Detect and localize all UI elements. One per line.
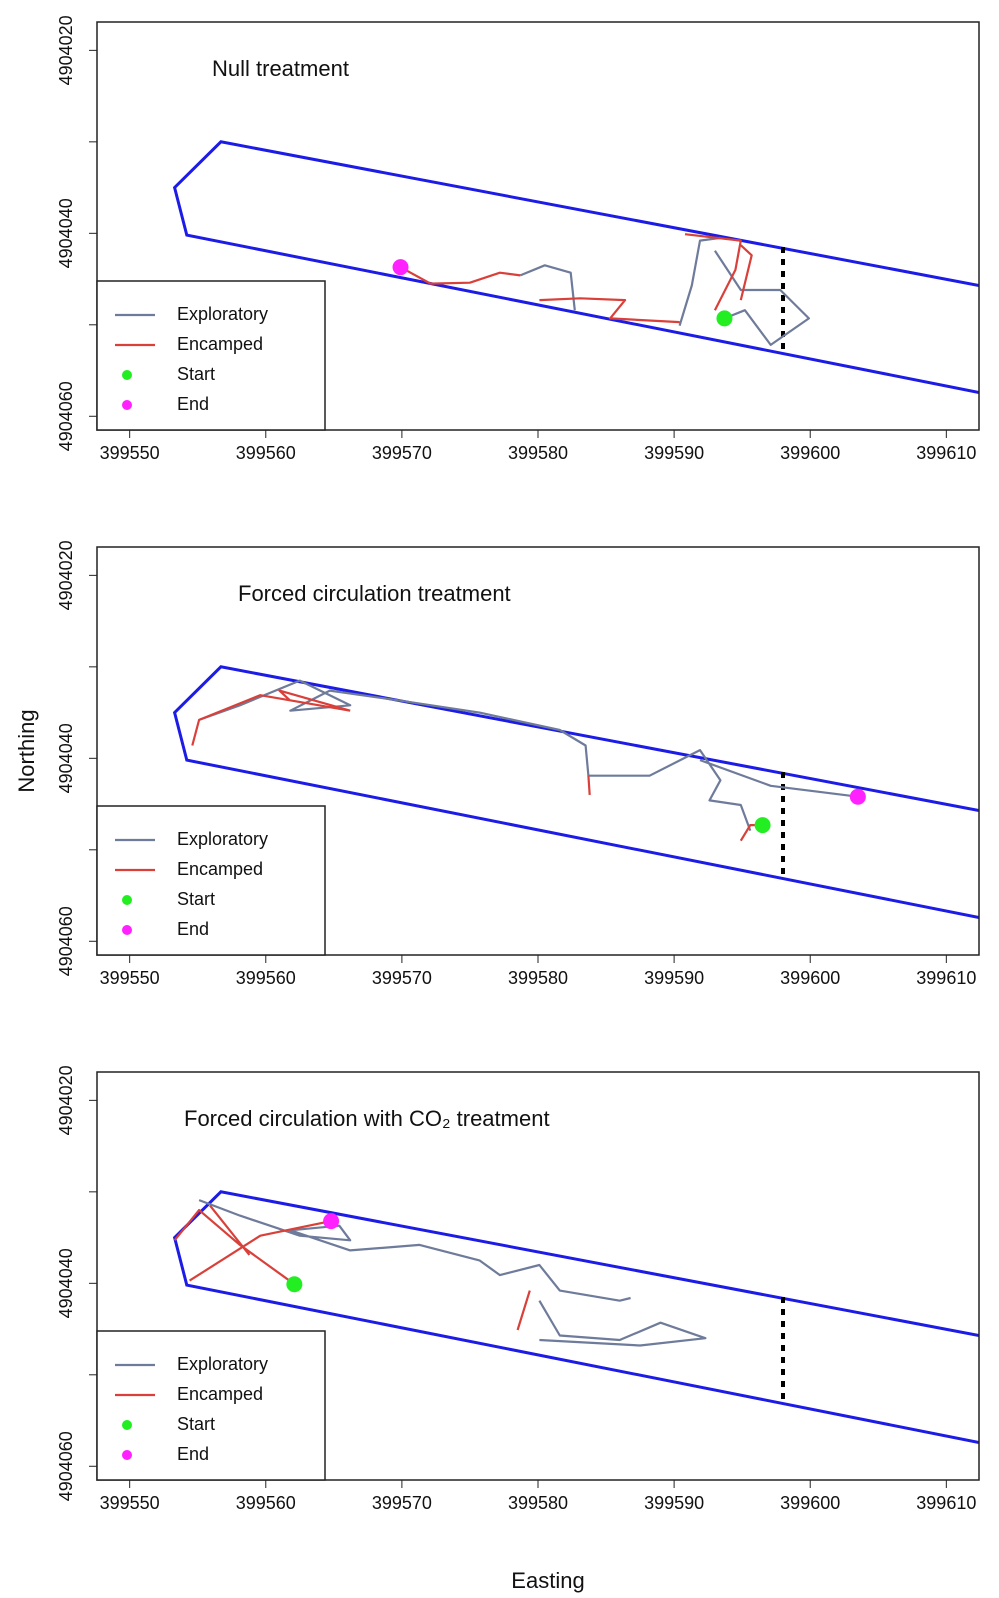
legend-label: Encamped: [177, 1384, 263, 1404]
panel: 399550 399560 399570 399580 399590 399600 3996…: [14, 540, 980, 988]
plot-area: [172, 1190, 979, 1444]
x-tick-label: 399610: [916, 968, 976, 988]
legend-label: Start: [177, 889, 215, 909]
x-tick-label: 399550: [100, 968, 160, 988]
y-axis-title: Northing: [14, 709, 39, 792]
x-tick-label: 399610: [916, 443, 976, 463]
x-tick-label: 399600: [780, 443, 840, 463]
legend-label: Encamped: [177, 334, 263, 354]
track-point: [286, 1276, 303, 1293]
legend-label: Start: [177, 364, 215, 384]
y-tick-label: 4904020: [56, 15, 76, 85]
x-tick-label: 399600: [780, 968, 840, 988]
x-tick-label: 399590: [644, 443, 704, 463]
tank-boundary: [172, 665, 979, 919]
plot-area: [172, 665, 979, 919]
x-tick-label: 399580: [508, 968, 568, 988]
legend-label: Start: [177, 1414, 215, 1434]
track: [173, 1204, 531, 1331]
y-tick-label: 4904040: [56, 723, 76, 793]
tank-boundary: [172, 140, 979, 394]
x-tick-label: 399550: [100, 1493, 160, 1513]
legend-swatch: [122, 370, 132, 380]
x-tick-label: 399560: [236, 443, 296, 463]
legend-label: Exploratory: [177, 829, 268, 849]
track-point: [323, 1213, 340, 1230]
track: [191, 689, 763, 842]
legend-swatch: [122, 1450, 132, 1460]
legend-box: [96, 280, 326, 431]
track: [399, 233, 753, 324]
panel: 399550 399560 399570 399580 399590 399600 3996…: [56, 1065, 980, 1593]
y-tick-label: 4904060: [56, 381, 76, 451]
tank-boundary: [172, 1190, 979, 1444]
legend-label: End: [177, 394, 209, 414]
legend-label: Exploratory: [177, 1354, 268, 1374]
plot-frame: [96, 546, 980, 956]
legend-swatch: [122, 895, 132, 905]
legend-label: End: [177, 1444, 209, 1464]
x-tick-label: 399580: [508, 443, 568, 463]
track-point: [716, 310, 733, 327]
x-tick-label: 399560: [236, 968, 296, 988]
x-tick-label: 399590: [644, 1493, 704, 1513]
legend-label: Exploratory: [177, 304, 268, 324]
panel: 399550 399560 399570 399580 399590 399600 3996…: [56, 15, 980, 463]
x-tick-label: 399550: [100, 443, 160, 463]
track-point: [849, 788, 866, 805]
x-tick-label: 399610: [916, 1493, 976, 1513]
chart-title: Forced circulation treatment: [238, 581, 511, 606]
y-tick-label: 4904020: [56, 540, 76, 610]
track: [198, 679, 859, 831]
chart-title: Null treatment: [212, 56, 349, 81]
track-point: [392, 259, 409, 276]
legend-box: [96, 805, 326, 956]
x-tick-label: 399580: [508, 1493, 568, 1513]
legend-label: Encamped: [177, 859, 263, 879]
x-tick-label: 399600: [780, 1493, 840, 1513]
legend-box: [96, 1330, 326, 1481]
plot-frame: [96, 21, 980, 431]
chart-title: Forced circulation with CO₂ treatment: [184, 1106, 550, 1131]
plot-area: [172, 140, 979, 394]
x-tick-label: 399590: [644, 968, 704, 988]
y-tick-label: 4904020: [56, 1065, 76, 1135]
track: [198, 1199, 707, 1347]
y-tick-label: 4904040: [56, 198, 76, 268]
x-tick-label: 399570: [372, 1493, 432, 1513]
legend-swatch: [122, 400, 132, 410]
x-tick-label: 399570: [372, 443, 432, 463]
legend-swatch: [122, 1420, 132, 1430]
y-tick-label: 4904040: [56, 1248, 76, 1318]
legend-label: End: [177, 919, 209, 939]
y-tick-label: 4904060: [56, 1431, 76, 1501]
track-point: [754, 817, 771, 834]
x-tick-label: 399560: [236, 1493, 296, 1513]
x-axis-title: Easting: [511, 1568, 584, 1593]
y-tick-label: 4904060: [56, 906, 76, 976]
plot-frame: [96, 1071, 980, 1481]
x-tick-label: 399570: [372, 968, 432, 988]
legend-swatch: [122, 925, 132, 935]
track: [519, 236, 810, 346]
